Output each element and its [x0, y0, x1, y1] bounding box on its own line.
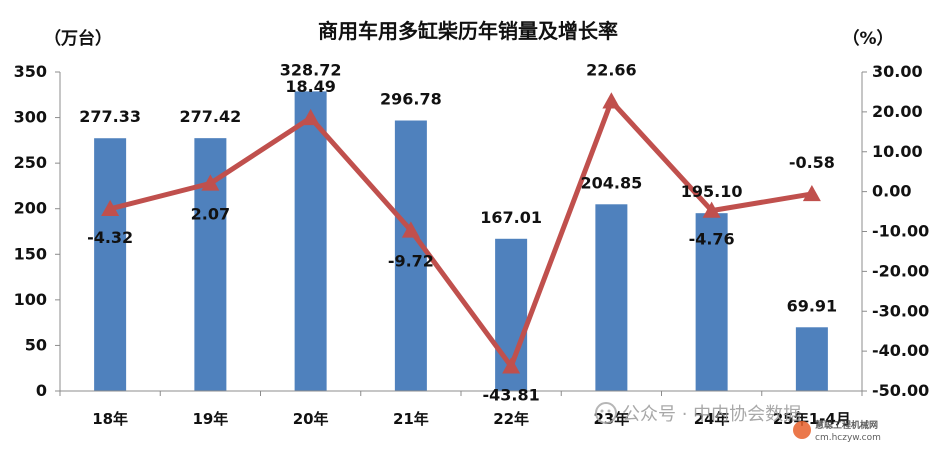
- right-tick-label: -50.00: [872, 381, 929, 400]
- left-tick-label: 150: [14, 244, 47, 263]
- right-tick-label: -10.00: [872, 222, 929, 241]
- line-value-label: 2.07: [191, 204, 230, 223]
- left-tick-label: 0: [36, 381, 47, 400]
- left-tick-label: 200: [14, 199, 47, 218]
- wechat-icon: [595, 402, 617, 424]
- bar-value-label: 204.85: [581, 173, 643, 192]
- line-value-label: -43.81: [483, 385, 540, 404]
- wechat-eye-icon: [600, 409, 604, 413]
- bar-value-label: 296.78: [380, 90, 442, 109]
- bar-value-label: 277.42: [180, 107, 242, 126]
- line-value-label: -0.58: [789, 153, 835, 172]
- right-axis-unit: （%）: [842, 28, 893, 49]
- triangle-marker: [702, 201, 721, 218]
- x-tick-label: 23年: [593, 410, 629, 428]
- bar-value-label: 167.01: [480, 208, 542, 227]
- bar: [695, 213, 728, 391]
- right-tick-label: -20.00: [872, 261, 929, 280]
- triangle-marker: [502, 357, 521, 374]
- watermark: 公众号 · 中内协会数据 慧聪工程机械网 cm.hczyw.com: [595, 402, 881, 443]
- x-tick-label: 19年: [192, 410, 228, 428]
- bar-value-label: 69.91: [787, 296, 838, 315]
- logo-icon: [793, 421, 811, 439]
- right-tick-label: 20.00: [872, 102, 923, 121]
- bar: [394, 120, 427, 391]
- bar-value-label: 328.72: [280, 60, 342, 79]
- data-labels: 277.33 277.42 328.72 296.78 167.01 204.85 195.…: [79, 60, 837, 404]
- x-tick-label: 25年1-4月: [773, 410, 851, 428]
- wechat-eye-icon: [607, 409, 611, 413]
- line-value-label: -4.32: [87, 228, 133, 247]
- right-tick-label: -30.00: [872, 301, 929, 320]
- x-tick-label: 20年: [293, 410, 329, 428]
- line-value-label: -4.76: [689, 230, 735, 249]
- triangle-marker: [301, 108, 320, 126]
- x-tick-label: 22年: [493, 410, 529, 428]
- triangle-marker: [101, 199, 120, 217]
- bar: [595, 204, 628, 391]
- line-series: [101, 92, 821, 374]
- right-tick-label: 10.00: [872, 142, 923, 161]
- left-axis-unit: （万台）: [44, 28, 112, 49]
- line-value-label: 18.49: [285, 77, 336, 96]
- right-tick-label: 30.00: [872, 62, 923, 81]
- left-tick-label: 50: [25, 335, 47, 354]
- bar: [294, 91, 327, 391]
- bar-value-label: 277.33: [79, 107, 141, 126]
- bar-value-label: 195.10: [681, 182, 743, 201]
- triangle-marker: [602, 92, 621, 109]
- triangle-marker: [802, 184, 821, 202]
- x-tick-label: 24年: [694, 410, 730, 428]
- line-value-label: 22.66: [586, 60, 637, 79]
- left-tick-label: 350: [14, 62, 47, 81]
- x-tick-label: 21年: [393, 410, 429, 428]
- growth-rate-line: [109, 98, 813, 369]
- bar: [94, 138, 127, 391]
- chart-title: 商用车用多缸柴历年销量及增长率: [318, 19, 618, 43]
- axes: 0 50 100 150 200 250 300 350 -50.00 -40.00 -30.00 -…: [14, 62, 930, 428]
- logo-url: cm.hczyw.com: [815, 433, 881, 443]
- logo-name: 慧聪工程机械网: [815, 419, 878, 431]
- line-value-label: -9.72: [388, 251, 434, 270]
- x-tick-label: 18年: [92, 410, 128, 428]
- triangle-marker: [401, 221, 420, 238]
- right-tick-label: 0.00: [872, 182, 911, 201]
- bar: [795, 327, 828, 391]
- left-tick-label: 100: [14, 290, 47, 309]
- right-tick-label: -40.00: [872, 341, 929, 360]
- left-tick-label: 250: [14, 153, 47, 172]
- watermark-text: 公众号 · 中内协会数据: [622, 404, 801, 425]
- left-tick-label: 300: [14, 108, 47, 127]
- triangle-marker: [201, 174, 220, 191]
